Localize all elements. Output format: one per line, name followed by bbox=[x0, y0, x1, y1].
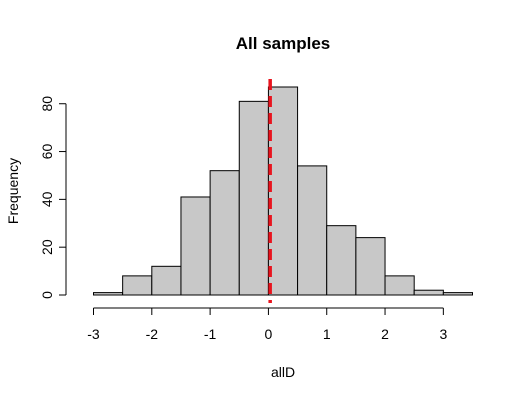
x-axis: -3 -2 -1 0 1 2 3 bbox=[87, 307, 447, 342]
y-tick-label: 0 bbox=[39, 291, 55, 299]
y-axis-label: Frequency bbox=[5, 158, 21, 224]
histogram-bar bbox=[413, 289, 444, 296]
x-tick-label: -1 bbox=[204, 326, 217, 342]
y-tick-label: 60 bbox=[39, 144, 55, 160]
histogram-bar bbox=[151, 265, 182, 296]
chart-title: All samples bbox=[236, 34, 331, 53]
histogram-bar bbox=[384, 275, 415, 296]
histogram-bar bbox=[442, 292, 474, 296]
histogram-bar bbox=[355, 237, 386, 296]
x-tick-label: 2 bbox=[381, 326, 389, 342]
x-tick-label: -3 bbox=[87, 326, 100, 342]
histogram-bar bbox=[267, 86, 299, 296]
x-tick-label: 1 bbox=[323, 326, 331, 342]
y-tick-label: 80 bbox=[39, 96, 55, 112]
histogram-bar bbox=[180, 196, 211, 296]
y-axis: 0 20 40 60 80 bbox=[39, 96, 67, 299]
x-axis-label: allD bbox=[271, 364, 295, 380]
histogram-bar bbox=[297, 165, 328, 296]
x-tick-label: -2 bbox=[146, 326, 159, 342]
x-tick-label: 3 bbox=[439, 326, 447, 342]
histogram-bar bbox=[326, 225, 357, 296]
y-tick-label: 40 bbox=[39, 191, 55, 207]
histogram-bar bbox=[209, 170, 240, 296]
histogram-bar bbox=[238, 100, 269, 296]
bars-group bbox=[93, 86, 474, 296]
x-tick-label: 0 bbox=[265, 326, 273, 342]
histogram-bar bbox=[122, 275, 153, 296]
histogram-bar bbox=[93, 292, 124, 296]
y-tick-label: 20 bbox=[39, 239, 55, 255]
